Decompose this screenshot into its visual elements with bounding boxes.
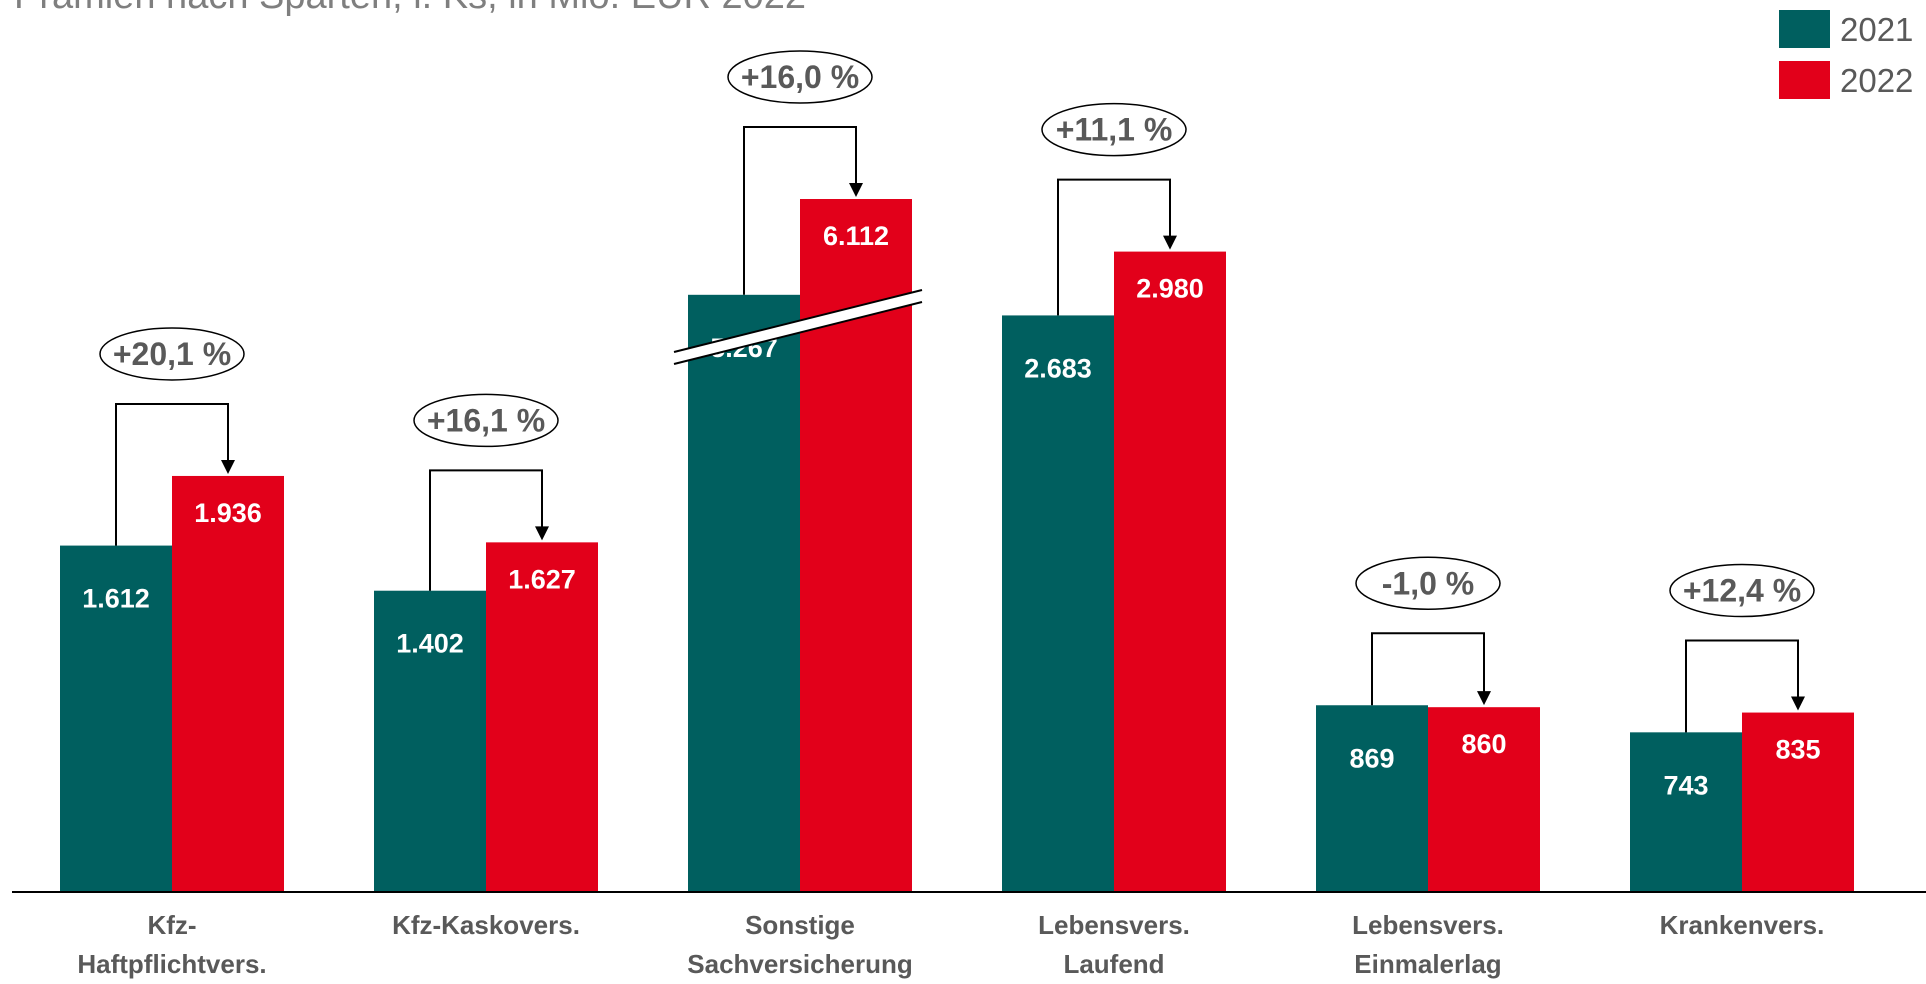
legend-label: 2021 [1840,11,1913,48]
arrow-head [221,459,235,474]
annotation: +16,0 % [741,59,859,95]
annotation-ellipse [99,327,245,381]
bar [1316,705,1428,892]
annotation: +20,1 % [113,336,231,372]
annotation: +11,1 % [1056,112,1173,148]
value-label: 6.112 [823,221,889,251]
x-tick-label: Sonstige Sachversicherung [687,910,913,979]
bar [486,542,598,892]
value-label: 2.980 [1136,274,1204,304]
bar [1742,712,1854,892]
annotation-ellipse [1355,556,1501,611]
arrow-head [1163,235,1177,250]
bar [1002,315,1114,892]
annotation-ellipse [413,393,559,448]
value-label: 1.936 [194,498,262,528]
value-label: 743 [1663,770,1708,800]
arrow-head [1791,696,1805,711]
bar [172,475,284,892]
bar [60,545,172,892]
axis-break-edge [673,289,923,353]
arrow-head [535,526,549,541]
x-tick-label: Krankenvers. [1659,910,1825,940]
annotation: -1,0 % [1382,565,1474,601]
bar [1114,251,1226,892]
axis-break-edge [673,301,923,365]
value-label: 860 [1461,729,1506,759]
value-label: 869 [1349,743,1394,773]
value-label: 1.627 [508,564,576,594]
value-label: 1.612 [82,584,150,614]
annotation-ellipse [1669,563,1815,618]
annotation: +16,1 % [427,402,545,438]
annotation-ellipse [1041,102,1187,157]
bracket [1685,639,1799,733]
axis-break [674,290,922,364]
legend-label: 2022 [1840,62,1913,99]
bar [374,590,486,892]
bar [1630,732,1742,892]
legend-swatch [1779,10,1830,48]
annotation-ellipse [727,50,873,104]
legend-swatch [1779,61,1830,99]
value-label: 835 [1775,735,1820,765]
x-tick-label: Lebensvers. Laufend [1038,910,1190,979]
value-label: 1.402 [396,629,464,659]
bar [688,294,800,892]
value-label: 2.683 [1024,353,1092,383]
bar [1428,707,1540,892]
bracket [429,469,543,591]
chart-title: Prämien nach Sparten, i. Ks, in Mio. EUR… [14,0,806,17]
x-tick-label: Lebensvers. Einmalerlag [1352,910,1504,979]
bracket [743,126,857,295]
arrow-head [849,183,863,197]
x-tick-label: Kfz- Haftpflichtvers. [77,910,267,979]
annotation: +12,4 % [1683,573,1801,609]
bracket [1057,178,1171,316]
bracket [115,402,229,546]
bracket [1371,632,1485,706]
arrow-head [1477,691,1491,706]
x-tick-label: Kfz-Kaskovers. [392,910,580,940]
